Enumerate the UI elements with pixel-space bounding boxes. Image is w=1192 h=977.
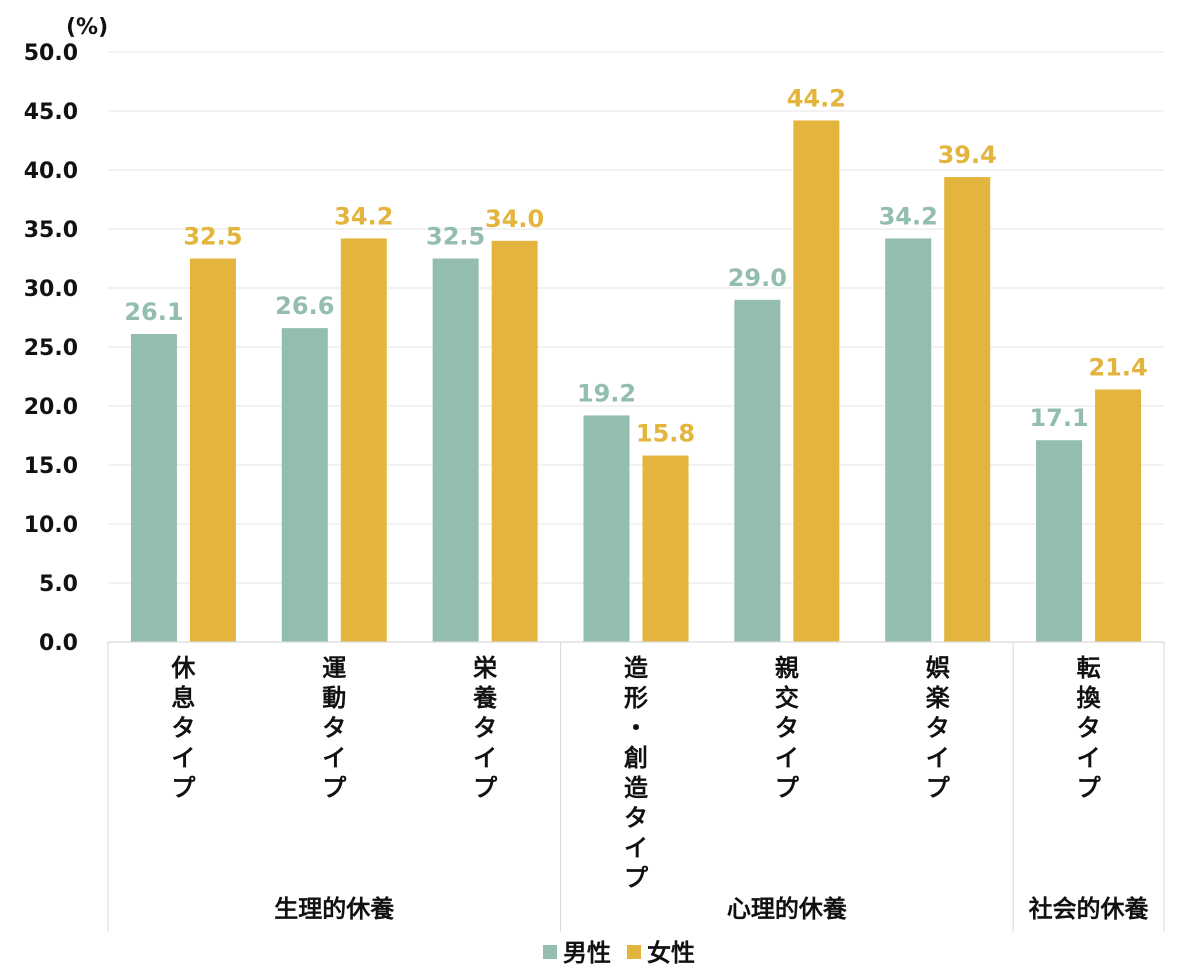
bar-female xyxy=(793,120,840,642)
category-label: 造形・創造タイプ xyxy=(624,654,649,892)
category-labels: 休息タイプ 運動タイプ 栄養タイプ 造形・創造タイプ 親交タイプ 娯楽タイプ 転換タイプ xyxy=(170,654,1101,892)
bar-female xyxy=(340,238,387,642)
x-axis xyxy=(107,641,1165,932)
category-label: 娯楽タイプ xyxy=(926,654,951,802)
bars xyxy=(130,120,1142,643)
category-label: 転換タイプ xyxy=(1077,654,1102,802)
data-label: 44.2 xyxy=(787,84,846,112)
bar-male xyxy=(734,299,781,642)
bar-male xyxy=(583,415,630,642)
y-tick-label: 15.0 xyxy=(24,454,78,479)
data-label: 19.2 xyxy=(577,379,636,407)
y-tick-label: 40.0 xyxy=(24,159,78,184)
data-label: 17.1 xyxy=(1029,404,1088,432)
data-label: 34.2 xyxy=(879,202,938,230)
y-tick-label: 30.0 xyxy=(24,277,78,302)
legend-label: 男性 xyxy=(563,939,611,967)
y-tick-label: 5.0 xyxy=(39,572,78,597)
data-label: 34.0 xyxy=(485,205,544,233)
group-labels: 生理的休養 心理的休養 社会的休養 xyxy=(274,895,1148,923)
category-label: 運動タイプ xyxy=(322,654,347,802)
y-tick-label: 35.0 xyxy=(24,218,78,243)
data-label: 32.5 xyxy=(426,223,485,251)
y-tick-label: 50.0 xyxy=(24,41,78,66)
data-label: 21.4 xyxy=(1088,353,1147,381)
category-label: 栄養タイプ xyxy=(472,654,498,802)
bar-female xyxy=(189,258,236,642)
bar-female xyxy=(944,177,991,642)
y-axis-tick-labels: 0.0 5.0 10.0 15.0 20.0 25.0 30.0 35.0 40.0 45.0 50… xyxy=(24,41,78,656)
bar-male xyxy=(885,238,932,642)
data-labels: 26.132.526.634.232.534.019.215.829.044.2… xyxy=(124,84,1147,447)
group-label: 心理的休養 xyxy=(727,895,847,923)
data-label: 26.6 xyxy=(275,292,334,320)
legend: 男性 女性 xyxy=(543,939,695,967)
group-label: 社会的休養 xyxy=(1029,895,1149,923)
data-label: 34.2 xyxy=(334,202,393,230)
y-axis-unit-label: (%) xyxy=(66,15,108,40)
y-tick-label: 10.0 xyxy=(24,513,78,538)
legend-label: 女性 xyxy=(647,939,695,967)
data-label: 32.5 xyxy=(183,223,242,251)
y-tick-label: 25.0 xyxy=(24,336,78,361)
bar-female xyxy=(642,455,689,642)
legend-swatch xyxy=(627,945,641,959)
y-tick-label: 20.0 xyxy=(24,395,78,420)
category-label: 親交タイプ xyxy=(775,654,800,802)
bar-male xyxy=(281,328,328,642)
bar-male xyxy=(130,334,177,642)
legend-swatch xyxy=(543,945,557,959)
group-label: 生理的休養 xyxy=(274,895,394,923)
data-label: 15.8 xyxy=(636,420,695,448)
data-label: 29.0 xyxy=(728,264,787,292)
bar-female xyxy=(491,240,538,643)
data-label: 39.4 xyxy=(938,141,997,169)
data-label: 26.1 xyxy=(124,298,183,326)
y-tick-label: 0.0 xyxy=(39,631,78,656)
gridlines xyxy=(108,51,1164,584)
bar-male xyxy=(1036,440,1083,642)
y-tick-label: 45.0 xyxy=(24,100,78,125)
bar-male xyxy=(432,258,479,642)
bar-female xyxy=(1095,389,1142,642)
category-label: 休息タイプ xyxy=(170,654,196,802)
